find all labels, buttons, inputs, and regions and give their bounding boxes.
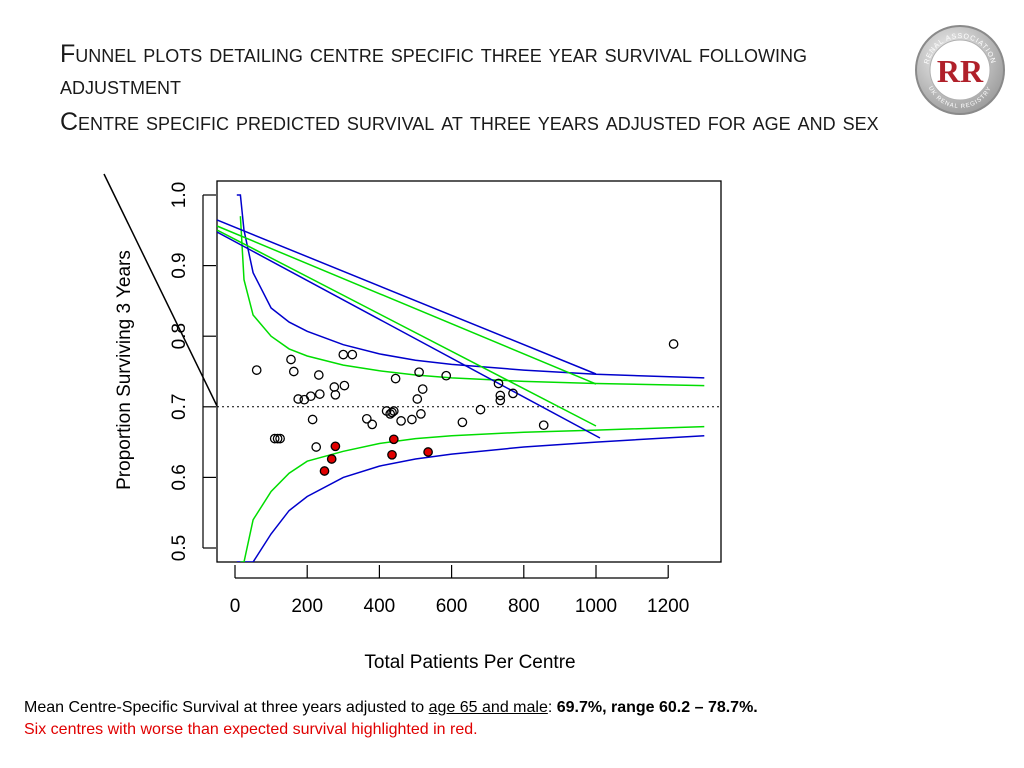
x-axis-label: Total Patients Per Centre [364,652,575,673]
centre-point [275,433,285,444]
centre-point [311,442,322,452]
caption-text: Mean Centre-Specific Survival at three y… [24,699,429,716]
centre-point [288,366,299,377]
centre-point [493,378,504,389]
plot-frame [216,180,722,563]
centre-point [508,388,518,399]
y-tick-label: 0.9 [169,252,190,278]
caption-highlight-note: Six centres with worse than expected sur… [24,721,478,738]
x-tick-label: 200 [291,596,323,617]
highlighted-centre-point [319,466,330,476]
centre-point [387,407,397,418]
caption-underlined: age 65 and male [428,699,548,716]
caption-stat: 69.7%, range 60.2 – 78.7%. [556,699,758,716]
highlighted-centre-point [387,449,397,460]
centre-point [329,382,340,392]
y-tick-label: 0.5 [169,535,190,561]
centre-point [269,433,280,444]
highlighted-centre-point [388,434,399,445]
centre-point [668,339,679,349]
centre-point [390,373,401,384]
key-line-outer-2 [217,231,601,439]
funnel-plot: 0 200 400 600 800 1000 1200 Total Patients Per … [103,173,722,673]
annotation-pointer-line [103,173,218,407]
y-tick-label: 0.6 [169,464,190,490]
centre-point [417,384,428,394]
centre-point [293,394,304,404]
outer-lower-limit [236,434,705,562]
centre-point [338,349,349,360]
centre-point [307,414,318,425]
centre-point [475,404,486,415]
slide-title-line-2: adjustment [60,72,181,100]
highlighted-centre-point [330,441,341,452]
centre-point [495,395,506,406]
centre-point [347,349,358,360]
slide-subtitle: Centre specific predicted survival at th… [60,108,879,136]
x-tick-label: 800 [508,596,540,617]
centre-point [457,417,468,428]
centre-point [272,433,283,444]
highlighted-centre-point [423,447,433,457]
x-tick-label: 1200 [647,596,689,617]
key-line-inner-1 [217,225,597,385]
y-tick-label: 1.0 [169,182,190,208]
outer-upper-limit [236,194,705,379]
x-tick-label: 0 [230,596,241,617]
centre-point [286,354,296,365]
centre-point [313,370,324,380]
inner-lower-limit [240,425,705,562]
centre-point [330,389,341,400]
renal-registry-logo: RENAL ASSOCIATION UK RENAL REGISTRY RR [915,25,1005,115]
centre-point [495,390,506,401]
x-tick-label: 600 [436,596,468,617]
centre-point [441,370,452,381]
centre-point [538,420,549,431]
centre-point [339,380,350,391]
centre-point [367,419,378,430]
inner-upper-limit [239,216,705,387]
key-line-outer-1 [217,219,597,375]
centre-point [412,394,423,404]
y-tick-label: 0.8 [169,323,190,349]
slide-title-line-1: Funnel plots detailing centre specific t… [60,40,807,68]
caption-summary: Mean Centre-Specific Survival at three y… [24,697,758,719]
logo-mark: RR [937,53,984,89]
centre-point [251,365,262,375]
centre-point [407,414,417,425]
centre-point [416,409,426,419]
centre-point [396,416,406,426]
y-tick-label: 0.7 [169,394,190,420]
y-axis-label: Proportion Surviving 3 Years [114,250,135,490]
x-tick-label: 400 [364,596,396,617]
caption-colon: : [547,699,557,716]
centre-point [305,391,316,402]
caption: Mean Centre-Specific Survival at three y… [24,697,758,741]
centre-point [314,389,325,399]
centre-point [388,406,399,416]
centre-point [361,413,372,424]
highlighted-centre-point [326,454,337,464]
x-tick-label: 1000 [575,596,617,617]
centre-point [414,367,424,378]
key-line-inner-2 [217,229,597,427]
